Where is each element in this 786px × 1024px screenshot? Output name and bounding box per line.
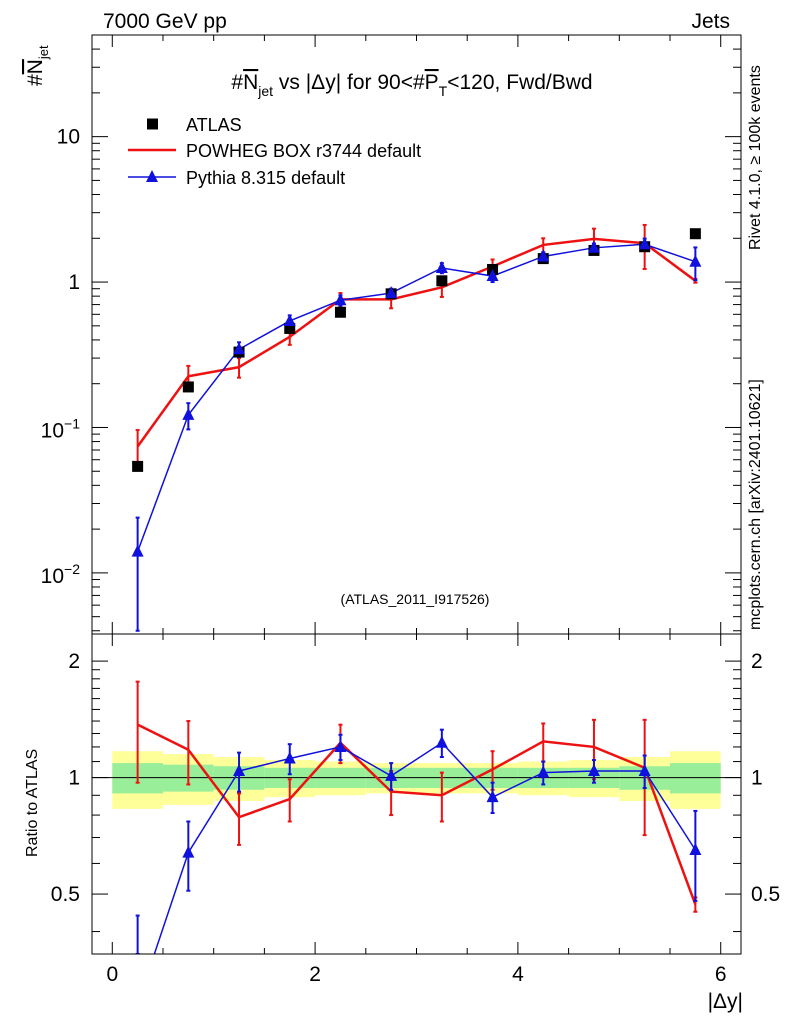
- ratio-y-axis-label: Ratio to ATLAS: [24, 749, 41, 857]
- title-n: N: [243, 71, 258, 94]
- pythia-point: [587, 240, 600, 253]
- pythia-ratio-point: [689, 842, 702, 855]
- y-tick-label: 10: [57, 126, 80, 149]
- y-tick-label: 10−1: [41, 415, 81, 442]
- title-middle: vs |Δy| for 90<#: [273, 71, 425, 94]
- pythia-ratio-point: [537, 765, 550, 778]
- legend-marker-atlas: [147, 118, 158, 130]
- y-axis-label: #Njet: [24, 45, 51, 86]
- x-tick-label: 2: [309, 963, 321, 986]
- title-hash: #: [231, 71, 243, 94]
- pythia-point: [233, 342, 246, 355]
- legend-label: Pythia 8.315 default: [186, 168, 345, 188]
- energy-label: 7000 GeV pp: [103, 10, 227, 33]
- atlas-point: [132, 460, 144, 472]
- powheg-ratio-line: [137, 723, 697, 905]
- pythia-ratio-point: [385, 768, 398, 781]
- pythia-ratio-point: [233, 763, 246, 776]
- ylabel-hash: #: [24, 74, 47, 86]
- legend-label: POWHEG BOX r3744 default: [186, 141, 421, 161]
- pythia-ratio-point: [486, 790, 499, 803]
- legend-label: ATLAS: [186, 115, 242, 135]
- atlas-point: [284, 322, 296, 334]
- x-tick-label: 6: [715, 963, 727, 986]
- pythia-point: [486, 269, 499, 282]
- ylabel-sub: jet: [36, 45, 51, 60]
- legend: ATLAS POWHEG BOX r3744 default Pythia 8.31…: [128, 115, 421, 188]
- legend-marker-pythia: [146, 170, 158, 182]
- mcplots-label: mcplots.cern.ch [arXiv:2401.10621]: [747, 379, 764, 630]
- ratio-plot-frame: [91, 633, 742, 955]
- ratio-y-tick-label-right: 1: [751, 767, 763, 790]
- pythia-line: [136, 243, 696, 552]
- pythia-point: [638, 237, 651, 250]
- axis-ticks: [92, 34, 741, 954]
- title-end: <120, Fwd/Bwd: [447, 71, 592, 94]
- pythia-point: [131, 544, 144, 557]
- y-tick-label: 10−2: [41, 561, 81, 588]
- y-tick-label: 1: [68, 271, 80, 294]
- pythia-ratio-point: [283, 751, 296, 764]
- ratio-y-tick-label: 1: [68, 767, 80, 790]
- ratio-y-tick-label: 0.5: [51, 883, 80, 906]
- atlas-point: [689, 228, 701, 240]
- pythia-ratio-point: [587, 763, 600, 776]
- pythia-point: [385, 286, 398, 299]
- atlas-point: [436, 275, 448, 287]
- atlas-point: [182, 381, 194, 393]
- x-axis-label: |Δy|: [708, 990, 743, 1013]
- pythia-ratio-line: [153, 741, 696, 954]
- pythia-point: [182, 407, 195, 420]
- axis-tick-labels: 0 2 4 6 10 1 10−1 10−2 2 2 1 1 0.5 0.5: [41, 126, 781, 986]
- pythia-point: [689, 254, 702, 267]
- ratio-y-tick-label-right: 0.5: [751, 883, 780, 906]
- pythia-ratio-point: [334, 739, 347, 752]
- x-tick-label: 4: [512, 963, 524, 986]
- pythia-ratio-point: [435, 735, 448, 748]
- band-inner-bin: [670, 763, 721, 794]
- atlas-point: [334, 306, 346, 318]
- pythia-ratio-point: [182, 845, 195, 858]
- pythia-point: [334, 293, 347, 306]
- analysis-id: (ATLAS_2011_I917526): [341, 591, 490, 607]
- pythia-point: [435, 260, 448, 273]
- pythia-point: [537, 249, 550, 262]
- jets-label: Jets: [691, 10, 730, 33]
- title-sub-t: T: [439, 83, 448, 99]
- data-series: [131, 223, 702, 954]
- pythia-ratio-point: [638, 763, 651, 776]
- ylabel-n: N: [24, 59, 47, 74]
- ratio-y-tick-label-right: 2: [751, 650, 763, 673]
- powheg-line: [136, 237, 697, 448]
- x-tick-label: 0: [106, 963, 118, 986]
- pythia-point: [283, 313, 296, 326]
- title-p: P: [425, 71, 439, 94]
- rivet-label: Rivet 4.1.0, ≥ 100k events: [747, 65, 764, 250]
- ratio-y-tick-label: 2: [68, 650, 80, 673]
- title-sub-jet: jet: [257, 83, 273, 99]
- chart-title: #Njet vs |Δy| for 90<#PT<120, Fwd/Bwd: [231, 71, 592, 99]
